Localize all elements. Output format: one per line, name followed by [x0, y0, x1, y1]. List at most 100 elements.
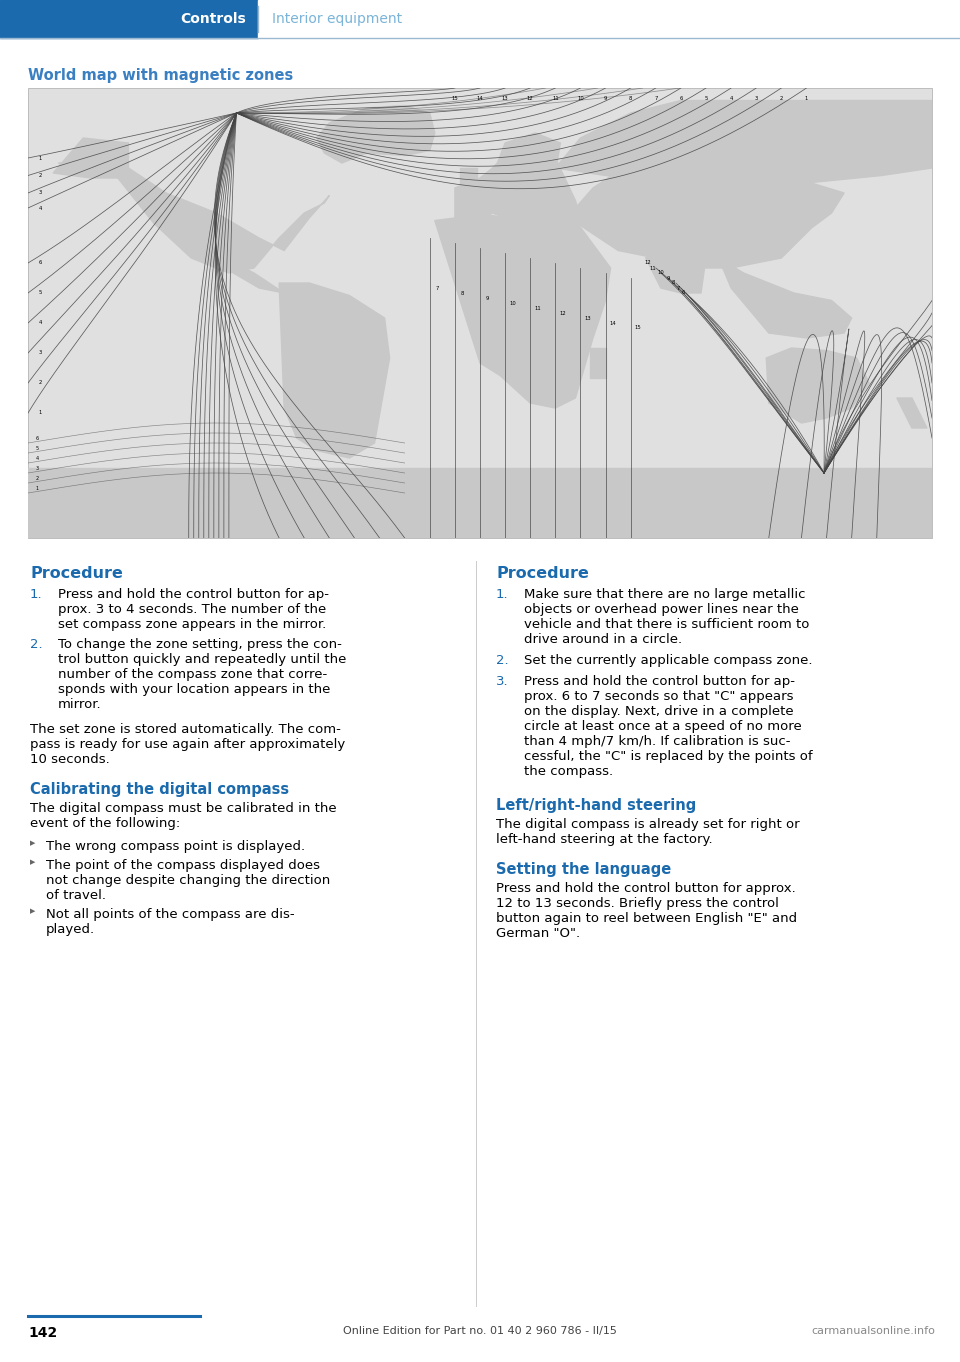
Polygon shape [897, 398, 927, 428]
Text: 14: 14 [610, 320, 616, 326]
Text: 5: 5 [36, 445, 38, 451]
Text: 8: 8 [672, 281, 675, 286]
Text: 4: 4 [38, 206, 42, 211]
Text: Set the currently applicable compass zone.: Set the currently applicable compass zon… [524, 654, 812, 667]
Polygon shape [53, 138, 129, 178]
Text: 15: 15 [635, 326, 641, 331]
Text: 10: 10 [577, 95, 584, 101]
Text: 1: 1 [38, 155, 42, 161]
Text: 6: 6 [682, 290, 685, 296]
Polygon shape [766, 349, 869, 424]
Text: 7: 7 [654, 95, 658, 101]
Text: 7: 7 [436, 286, 439, 290]
Text: 2.: 2. [30, 637, 42, 651]
Polygon shape [460, 168, 477, 188]
Text: Online Edition for Part no. 01 40 2 960 786 - II/15: Online Edition for Part no. 01 40 2 960 … [343, 1327, 617, 1336]
Text: Make sure that there are no large metallic: Make sure that there are no large metall… [524, 588, 805, 601]
Text: 8: 8 [461, 290, 464, 296]
Text: Setting the language: Setting the language [496, 862, 671, 877]
Text: 6: 6 [38, 260, 42, 266]
Text: ▶: ▶ [30, 859, 36, 865]
Text: 12 to 13 seconds. Briefly press the control: 12 to 13 seconds. Briefly press the cont… [496, 898, 779, 910]
Text: 3: 3 [36, 466, 38, 470]
Text: 2: 2 [36, 475, 38, 481]
Text: drive around in a circle.: drive around in a circle. [524, 633, 683, 646]
Text: 6: 6 [680, 95, 683, 101]
Text: Press and hold the control button for ap-: Press and hold the control button for ap… [58, 588, 329, 601]
Polygon shape [646, 238, 706, 293]
Text: 4: 4 [36, 455, 38, 460]
Text: than 4 mph/7 km/h. If calibration is suc-: than 4 mph/7 km/h. If calibration is suc… [524, 735, 790, 748]
Text: 1.: 1. [496, 588, 509, 601]
Text: played.: played. [46, 923, 95, 936]
Text: 13: 13 [502, 95, 509, 101]
Text: of travel.: of travel. [46, 889, 106, 902]
Text: Left/right-hand steering: Left/right-hand steering [496, 798, 696, 813]
Text: The wrong compass point is displayed.: The wrong compass point is displayed. [46, 840, 305, 853]
Text: German "O".: German "O". [496, 928, 580, 940]
Text: event of the following:: event of the following: [30, 817, 180, 829]
Text: 2.: 2. [496, 654, 509, 667]
Text: 3: 3 [39, 350, 42, 355]
Text: objects or overhead power lines near the: objects or overhead power lines near the [524, 603, 799, 616]
Text: 1: 1 [38, 410, 42, 415]
Text: 12: 12 [527, 95, 534, 101]
Text: 3: 3 [755, 95, 757, 101]
Polygon shape [435, 212, 611, 409]
Text: 10: 10 [509, 301, 516, 305]
Text: 9: 9 [666, 275, 670, 281]
Text: The digital compass must be calibrated in the: The digital compass must be calibrated i… [30, 802, 337, 814]
Text: The point of the compass displayed does: The point of the compass displayed does [46, 859, 320, 872]
Polygon shape [59, 163, 329, 272]
Text: Procedure: Procedure [30, 567, 123, 582]
Text: set compass zone appears in the mirror.: set compass zone appears in the mirror. [58, 618, 326, 631]
Text: 3.: 3. [496, 676, 509, 688]
Text: 9: 9 [604, 95, 608, 101]
Text: trol button quickly and repeatedly until the: trol button quickly and repeatedly until… [58, 652, 347, 666]
Text: sponds with your location appears in the: sponds with your location appears in the [58, 682, 330, 696]
Text: Press and hold the control button for ap-: Press and hold the control button for ap… [524, 676, 795, 688]
Text: 11: 11 [535, 305, 541, 311]
Text: 11: 11 [552, 95, 559, 101]
Text: 14: 14 [476, 95, 484, 101]
Text: 10 seconds.: 10 seconds. [30, 753, 109, 765]
Text: prox. 3 to 4 seconds. The number of the: prox. 3 to 4 seconds. The number of the [58, 603, 326, 616]
Text: Controls: Controls [180, 12, 246, 26]
Text: 12: 12 [645, 260, 652, 266]
Text: 4: 4 [38, 320, 42, 326]
Text: number of the compass zone that corre-: number of the compass zone that corre- [58, 667, 327, 681]
Text: vehicle and that there is sufficient room to: vehicle and that there is sufficient roo… [524, 618, 809, 631]
Text: Not all points of the compass are dis-: Not all points of the compass are dis- [46, 908, 295, 921]
Text: 1.: 1. [30, 588, 42, 601]
Polygon shape [317, 105, 435, 163]
Text: 10: 10 [658, 271, 664, 275]
Text: the compass.: the compass. [524, 765, 613, 778]
Text: 2: 2 [38, 173, 42, 178]
Polygon shape [279, 283, 390, 458]
Polygon shape [590, 349, 606, 379]
Polygon shape [555, 101, 932, 183]
Text: mirror.: mirror. [58, 697, 102, 711]
Text: 13: 13 [585, 316, 591, 320]
Text: 5: 5 [705, 95, 708, 101]
Text: 142: 142 [28, 1327, 58, 1340]
Text: 5: 5 [38, 290, 42, 296]
Text: pass is ready for use again after approximately: pass is ready for use again after approx… [30, 738, 346, 750]
Text: 2: 2 [38, 380, 42, 385]
Text: not change despite changing the direction: not change despite changing the directio… [46, 874, 330, 887]
Polygon shape [718, 257, 852, 338]
Text: 6: 6 [36, 436, 38, 440]
Bar [0, 0, 258, 38]
Text: ▶: ▶ [30, 908, 36, 914]
Text: 9: 9 [486, 296, 490, 301]
Polygon shape [183, 238, 284, 293]
Text: 8: 8 [629, 95, 633, 101]
Text: 2: 2 [780, 95, 783, 101]
Text: 3: 3 [39, 191, 42, 196]
Text: 11: 11 [650, 266, 657, 271]
Text: 4: 4 [730, 95, 732, 101]
Bar [28, 89, 932, 538]
Text: ▶: ▶ [30, 840, 36, 846]
Bar [258, 0, 960, 38]
Text: cessful, the "C" is replaced by the points of: cessful, the "C" is replaced by the poin… [524, 750, 812, 763]
